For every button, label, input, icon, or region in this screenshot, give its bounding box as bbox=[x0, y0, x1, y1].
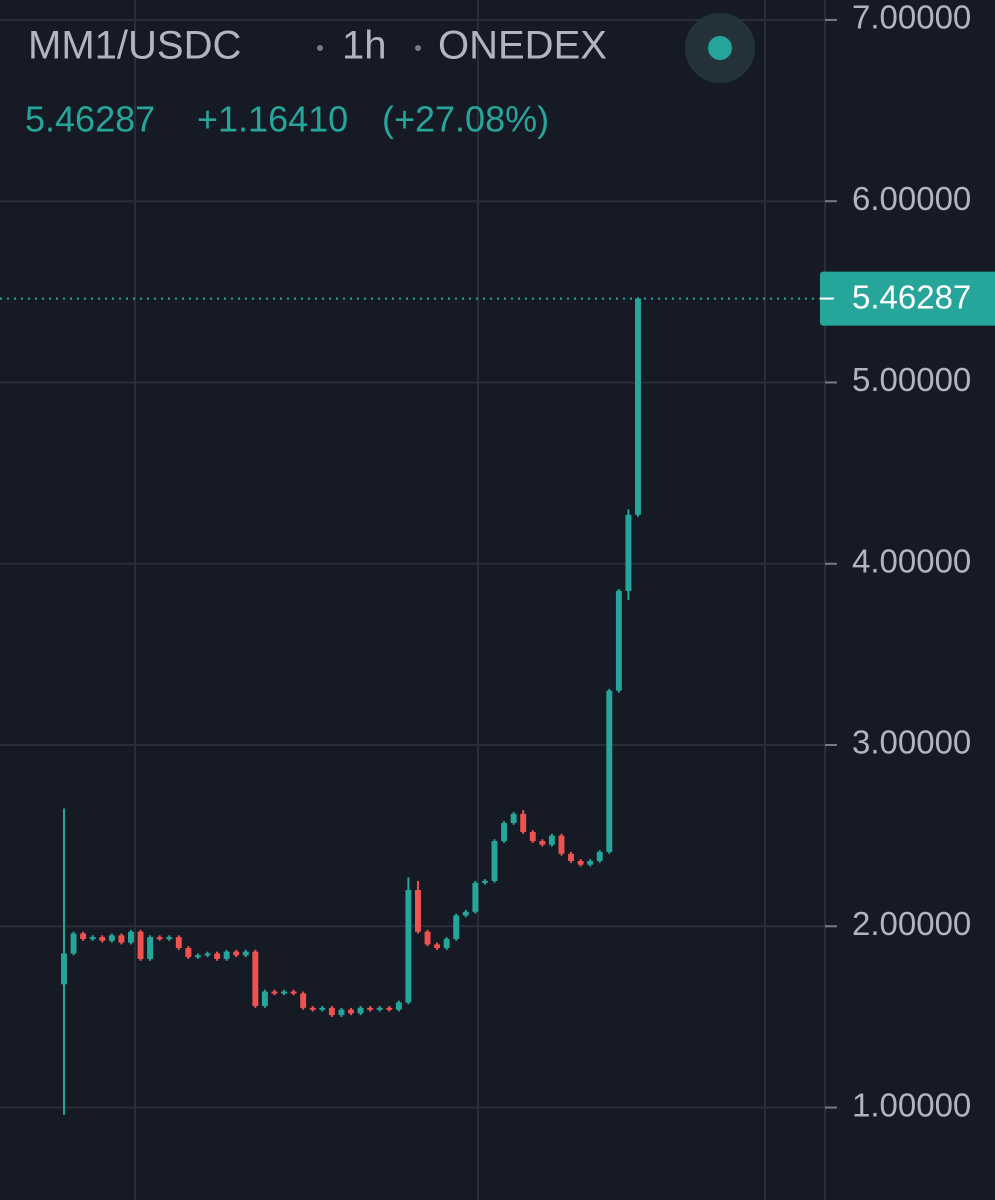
candle-body bbox=[338, 1009, 345, 1016]
y-tick-label: 2.00000 bbox=[852, 905, 971, 942]
candle-body bbox=[300, 993, 307, 1008]
candle-body bbox=[204, 953, 211, 956]
candle-body bbox=[491, 841, 498, 881]
candle-body bbox=[166, 937, 173, 940]
y-tick-label: 7.00000 bbox=[852, 0, 971, 36]
candle-body bbox=[223, 951, 230, 959]
candle-body bbox=[137, 931, 144, 959]
candle-body bbox=[214, 953, 221, 959]
candle-body bbox=[558, 835, 565, 854]
candle-body bbox=[405, 890, 412, 1003]
y-tick-label: 3.00000 bbox=[852, 724, 971, 761]
separator bbox=[317, 45, 323, 51]
candle-body bbox=[501, 822, 508, 842]
candle-body bbox=[271, 991, 278, 994]
candle-body bbox=[462, 911, 469, 916]
candle-body bbox=[424, 931, 431, 945]
candle-body bbox=[596, 851, 603, 862]
candle-body bbox=[61, 953, 67, 985]
candle-body bbox=[328, 1007, 335, 1016]
candle-body bbox=[99, 937, 106, 941]
candle-body bbox=[108, 935, 115, 941]
candle-body bbox=[539, 841, 546, 845]
candle-body bbox=[118, 935, 125, 943]
candle-body bbox=[520, 813, 527, 833]
candle-body bbox=[577, 861, 584, 865]
candle-body bbox=[70, 933, 77, 954]
candle-body bbox=[252, 951, 259, 1007]
candle-body bbox=[367, 1007, 374, 1010]
candle-body bbox=[80, 933, 87, 939]
candle-body bbox=[635, 298, 641, 515]
candle-body bbox=[357, 1007, 364, 1014]
candle-body bbox=[281, 991, 287, 994]
candle-body bbox=[443, 938, 450, 949]
candle-body bbox=[529, 832, 536, 842]
candle-body bbox=[548, 835, 555, 845]
candle-body bbox=[147, 937, 154, 959]
candle-body bbox=[481, 880, 488, 883]
candle-body bbox=[194, 955, 201, 958]
last-price-box bbox=[820, 271, 995, 326]
candle-body bbox=[625, 514, 632, 591]
candle-body bbox=[233, 951, 240, 956]
candle-body bbox=[242, 951, 249, 956]
candle-body bbox=[348, 1009, 354, 1014]
status-dot bbox=[708, 36, 732, 60]
interval: 1h bbox=[342, 24, 387, 68]
candle-body bbox=[89, 937, 96, 940]
separator bbox=[415, 45, 421, 51]
candle-body bbox=[261, 991, 268, 1007]
candle-body bbox=[309, 1007, 316, 1010]
candle-body bbox=[453, 915, 460, 939]
candle-body bbox=[568, 853, 574, 862]
candles bbox=[61, 297, 641, 1115]
y-tick-label: 1.00000 bbox=[852, 1086, 971, 1123]
candle-body bbox=[615, 590, 622, 691]
y-tick-label: 4.00000 bbox=[852, 542, 971, 579]
candle-body bbox=[319, 1007, 326, 1010]
grid bbox=[0, 18, 825, 1109]
candle-body bbox=[472, 882, 479, 912]
price-axis: 1.00000 2.00000 3.00000 4.00000 5.00000 6.000… bbox=[0, 0, 995, 1123]
candle-body bbox=[290, 991, 297, 994]
y-tick-label: 6.00000 bbox=[852, 180, 971, 217]
symbol: MM1/USDC bbox=[28, 24, 241, 68]
candle-body bbox=[128, 931, 134, 943]
last-price-label: 5.46287 bbox=[852, 278, 971, 315]
candle-body bbox=[395, 1002, 402, 1010]
candle-body bbox=[386, 1007, 393, 1010]
candle-body bbox=[185, 948, 192, 958]
last-price: 5.46287 bbox=[25, 99, 155, 140]
candle-body bbox=[156, 937, 163, 940]
candle-body bbox=[434, 944, 441, 949]
exchange: ONEDEX bbox=[438, 24, 607, 68]
candle-body bbox=[510, 813, 517, 823]
price-change-percent: (+27.08%) bbox=[382, 99, 549, 140]
candle-body bbox=[376, 1007, 383, 1010]
y-tick-label: 5.00000 bbox=[852, 361, 971, 398]
candle-body bbox=[415, 890, 421, 932]
candle-body bbox=[175, 937, 182, 949]
price-change: +1.16410 bbox=[197, 99, 348, 140]
candle-body bbox=[606, 690, 613, 852]
candle-body bbox=[587, 861, 594, 865]
